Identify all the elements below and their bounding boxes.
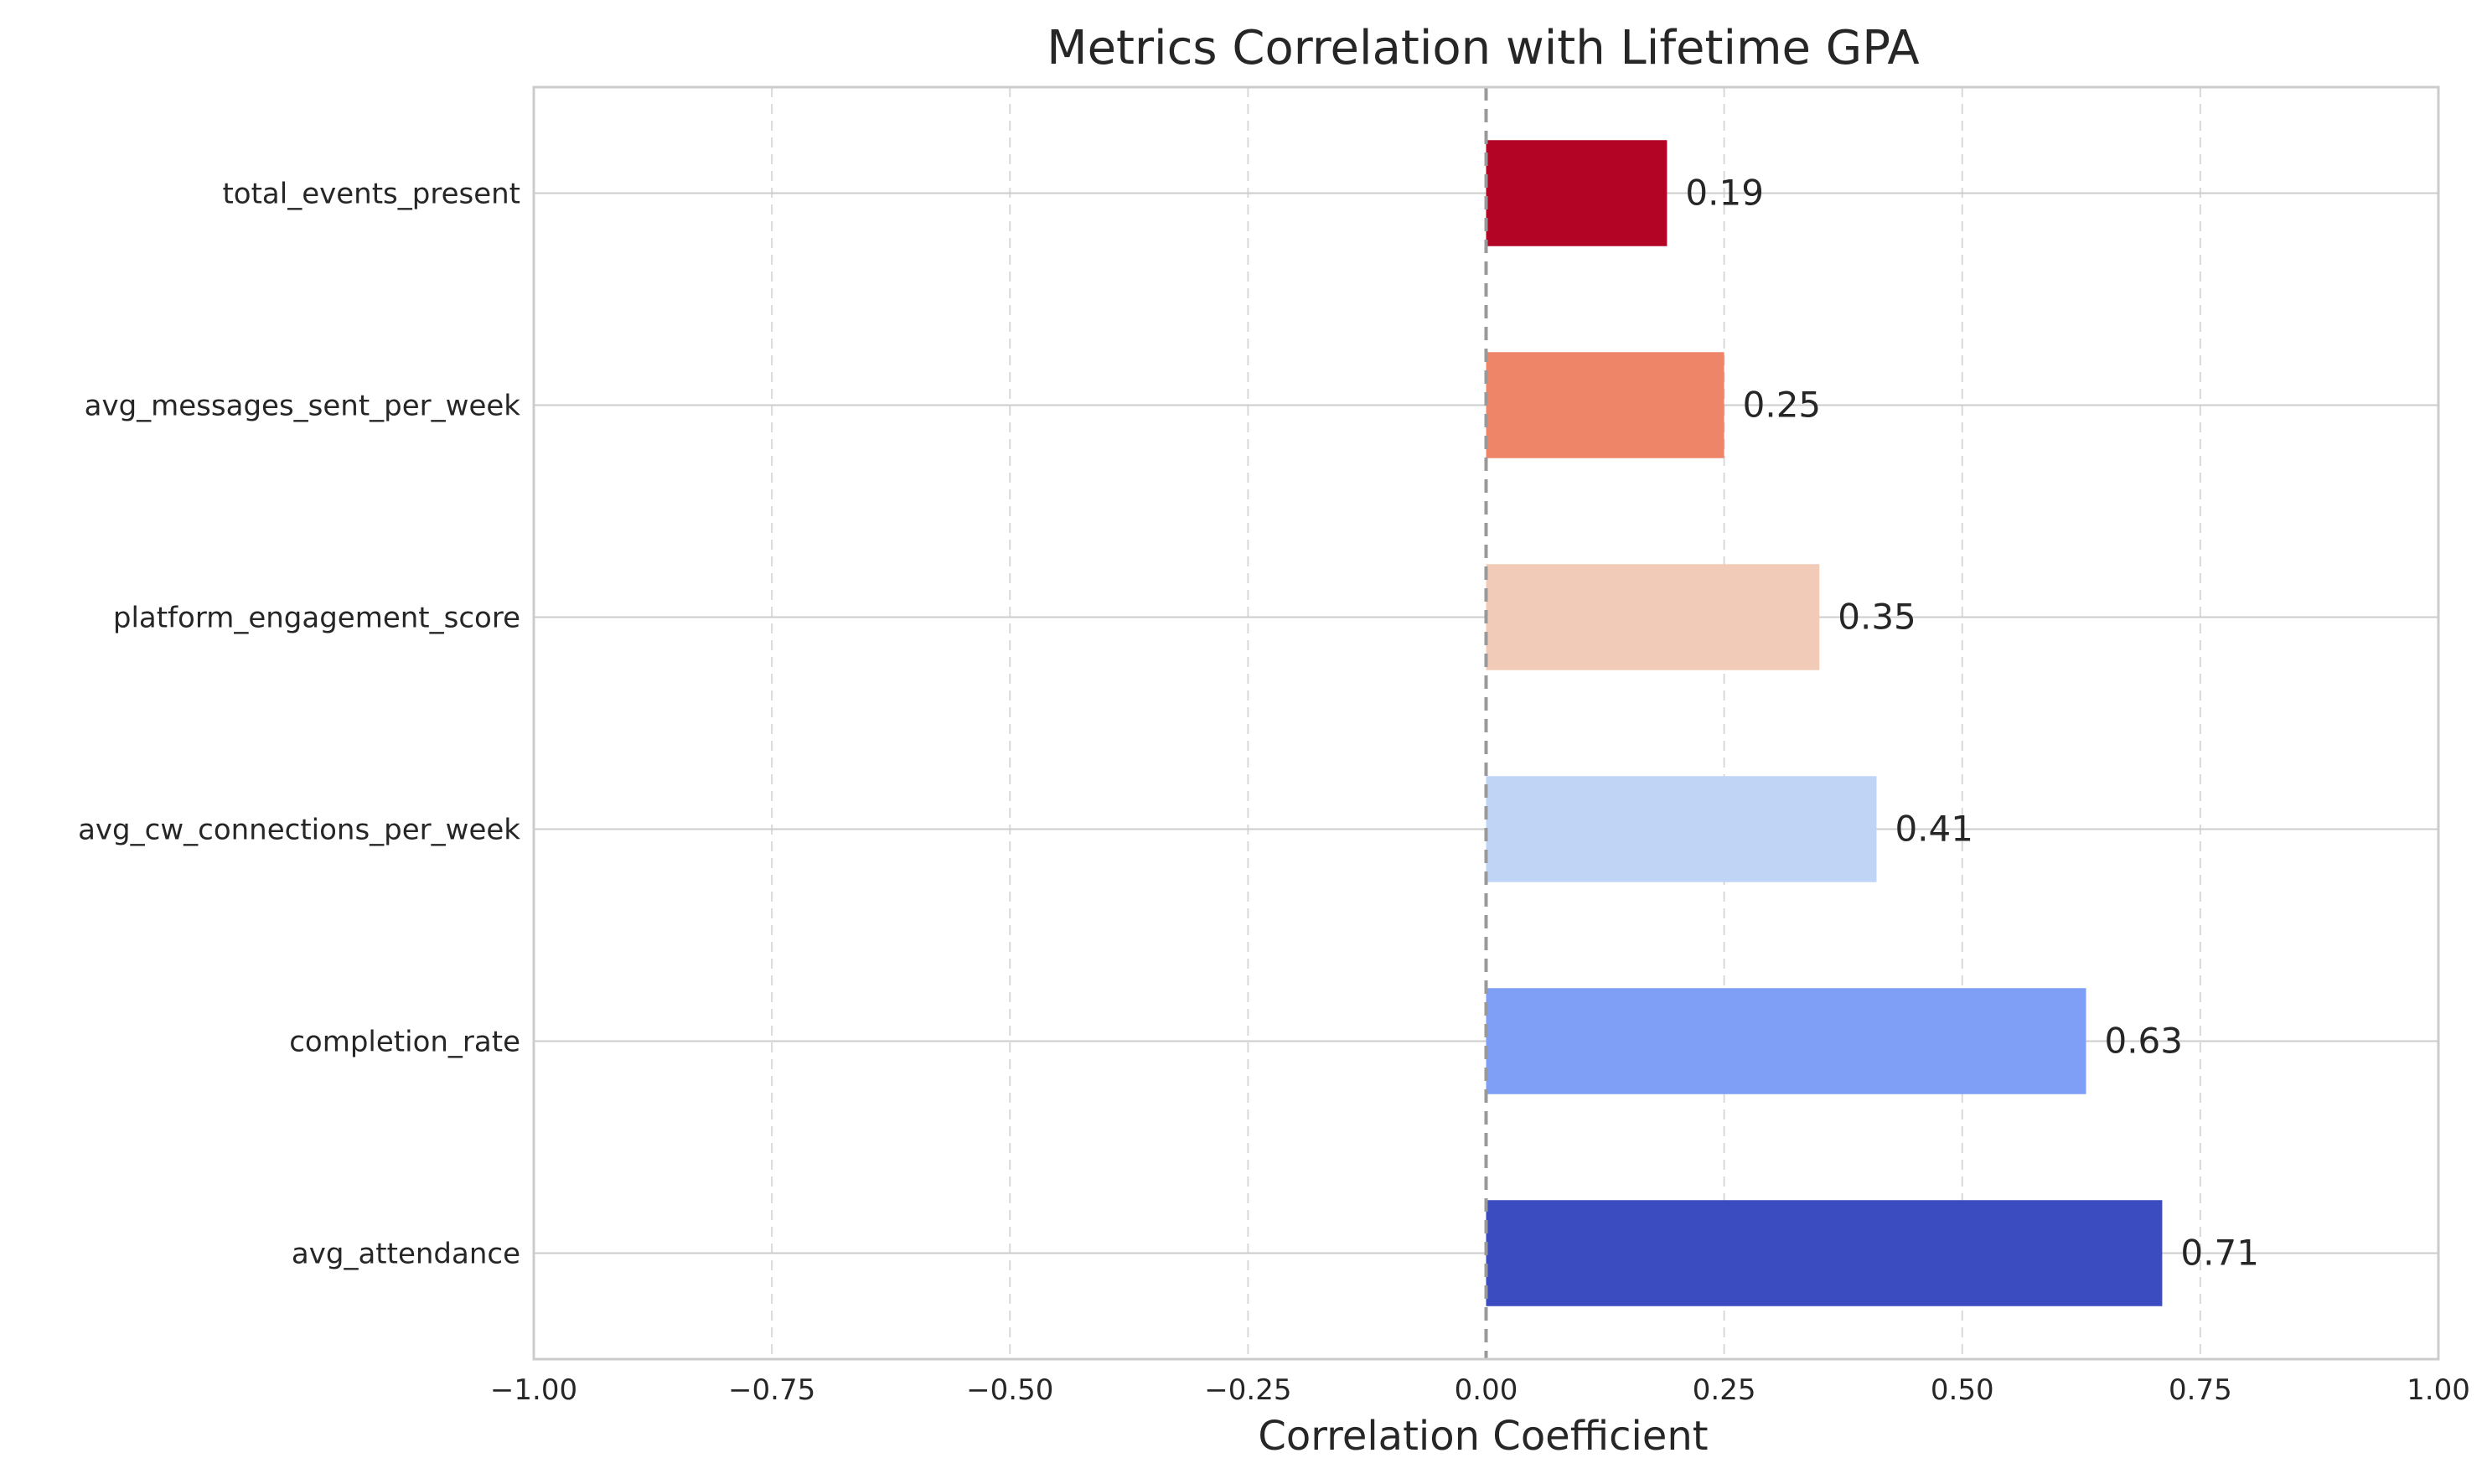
x-tick-label: −0.50 xyxy=(966,1373,1053,1407)
chart-title: Metrics Correlation with Lifetime GPA xyxy=(1047,21,1919,75)
y-tick-label: avg_attendance xyxy=(292,1238,520,1271)
x-tick-label: 0.00 xyxy=(1455,1373,1518,1407)
bar-layer xyxy=(532,85,2440,1361)
data-label: 0.41 xyxy=(1895,809,1973,850)
x-axis-title: Correlation Coefficient xyxy=(1258,1413,1708,1460)
data-label: 0.35 xyxy=(1838,597,1916,638)
plot-frame xyxy=(532,85,2440,1361)
x-tick-label: 1.00 xyxy=(2407,1373,2470,1407)
data-label: 0.71 xyxy=(2180,1233,2259,1274)
data-label: 0.19 xyxy=(1685,173,1764,214)
y-tick-label: avg_messages_sent_per_week xyxy=(85,390,521,423)
y-tick-label: platform_engagement_score xyxy=(113,602,520,635)
data-label: 0.25 xyxy=(1743,385,1822,426)
bar-total_events_present xyxy=(1486,140,1667,246)
x-tick-label: −0.75 xyxy=(728,1373,815,1407)
label-layer: −1.00 −0.75 −0.50 −0.25 0.00 0.25 0.50 0.75 1.00… xyxy=(78,173,2470,1408)
bar-avg_attendance xyxy=(1486,1200,2163,1306)
x-tick-label: −1.00 xyxy=(490,1373,577,1407)
bar-completion_rate xyxy=(1486,988,2086,1094)
y-tick-label: avg_cw_connections_per_week xyxy=(78,814,520,847)
x-tick-label: −0.25 xyxy=(1204,1373,1291,1407)
y-tick-label: total_events_present xyxy=(222,178,520,211)
x-tick-label: 0.75 xyxy=(2169,1373,2232,1407)
bar-platform_engagement_score xyxy=(1486,564,1820,670)
x-tick-label: 0.50 xyxy=(1931,1373,1994,1407)
y-tick-label: completion_rate xyxy=(289,1026,520,1059)
bar-avg_cw_connections_per_week xyxy=(1486,776,1877,882)
data-label: 0.63 xyxy=(2104,1021,2183,1062)
bar-avg_messages_sent_per_week xyxy=(1486,352,1724,458)
x-tick-label: 0.25 xyxy=(1693,1373,1756,1407)
